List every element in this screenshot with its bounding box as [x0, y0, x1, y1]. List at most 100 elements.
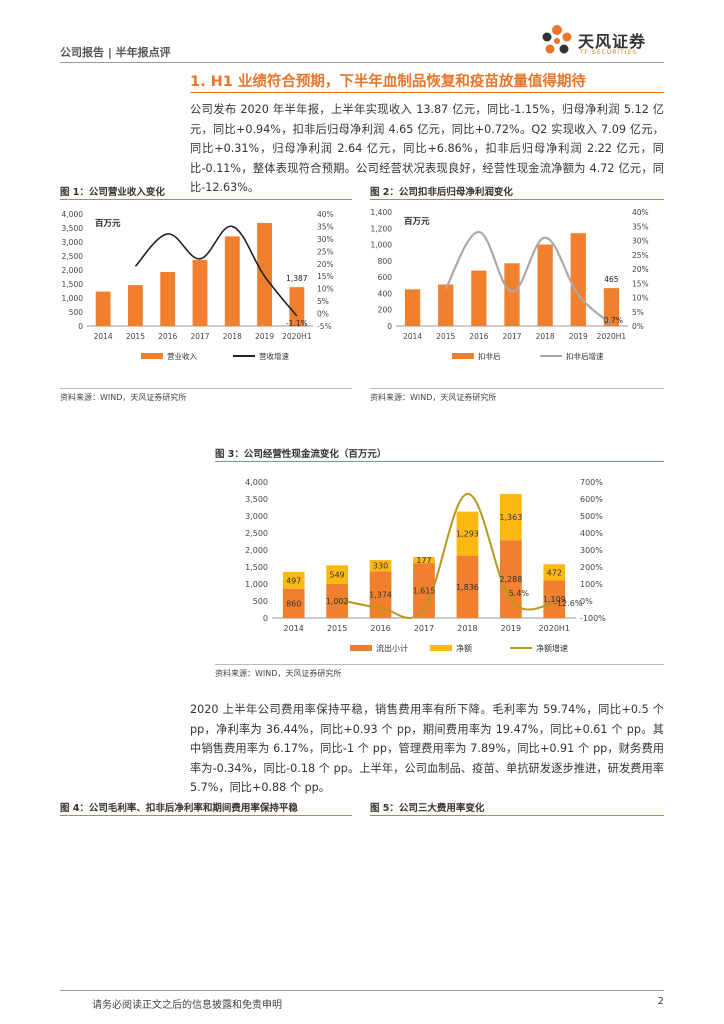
y2-tick-label: 25%	[317, 247, 334, 256]
summary-paragraph: 公司发布 2020 年半年报，上半年实现收入 13.87 亿元，同比-1.15%…	[190, 103, 664, 194]
legend-label: 净额	[456, 643, 472, 653]
y-tick-label: 0	[78, 322, 83, 331]
data-label: 5.4%	[509, 589, 530, 598]
x-tick-label: 2015	[436, 332, 455, 341]
figure1-source: 资料来源：WIND，天风证券研究所	[60, 393, 187, 402]
data-label: 1,615	[413, 587, 436, 596]
data-label: 1,293	[456, 530, 479, 539]
figure2-source-line	[370, 388, 664, 389]
figure5-caption-line	[370, 815, 664, 816]
y-tick-label: 200	[378, 306, 393, 315]
data-label: 860	[286, 599, 301, 608]
bar	[603, 288, 620, 326]
bar	[413, 557, 435, 564]
growth-line	[134, 225, 298, 317]
y-tick-label: 400	[378, 289, 393, 298]
data-label: 1,836	[456, 583, 479, 592]
data-label: -12.6%	[554, 599, 583, 608]
y2-tick-label: 30%	[317, 235, 334, 244]
legend-label: 营收增速	[259, 351, 289, 361]
y-tick-label: 1,200	[371, 224, 393, 233]
y2-tick-label: 30%	[632, 237, 649, 246]
x-tick-label: 2020H1	[597, 332, 627, 341]
x-tick-label: 2015	[126, 332, 145, 341]
figure3-source-line	[215, 664, 664, 665]
y-tick-label: 2,000	[62, 266, 84, 275]
data-label: 330	[373, 562, 388, 571]
page-number: 2	[657, 996, 664, 1007]
figure3-caption: 图 3：公司经营性现金流变化（百万元）	[215, 449, 387, 460]
y-tick-label: 1,000	[371, 241, 393, 250]
bar	[326, 565, 348, 584]
growth-line	[336, 492, 555, 620]
data-label: -1.1%	[286, 319, 308, 328]
cashflow-chart: 0 500 1,000 1,500 2,000 2,500 3,000 3,500 4,000 -…	[245, 478, 606, 653]
bar	[128, 285, 143, 326]
y-tick-label: 500	[253, 597, 268, 606]
x-tick-label: 2019	[255, 332, 274, 341]
y2-tick-label: 35%	[317, 222, 334, 231]
x-tick-label: 2016	[370, 624, 390, 633]
data-label: 2,288	[499, 575, 522, 584]
figure1-caption-line	[60, 199, 352, 200]
data-label: 1,002	[326, 597, 349, 606]
data-label: 177	[416, 556, 431, 565]
bar	[289, 287, 305, 326]
bar	[95, 291, 111, 326]
bar	[471, 270, 487, 326]
y-tick-label: 1,000	[245, 580, 268, 589]
legend-label: 营业收入	[167, 351, 197, 361]
bar	[282, 571, 305, 589]
y-tick-label: 4,000	[62, 210, 84, 219]
y2-tick-label: 40%	[632, 208, 649, 217]
y-tick-label: 600	[378, 273, 393, 282]
figure3-source: 资料来源：WIND，天风证券研究所	[215, 669, 342, 678]
legend-bar-swatch	[452, 353, 474, 359]
figure4-caption: 图 4：公司毛利率、扣非后净利率和期间费用率保持平稳	[60, 803, 298, 814]
y2-tick-label: 15%	[632, 279, 649, 288]
legend-bar-swatch	[141, 353, 163, 359]
y2-tick-label: 300%	[580, 546, 603, 555]
y2-tick-label: 5%	[317, 297, 329, 306]
data-label: 1,374	[369, 591, 392, 600]
x-tick-label: 2020H1	[282, 332, 312, 341]
report-header-label: 公司报告 | 半年报点评	[60, 46, 171, 59]
y2-tick-label: 35%	[632, 222, 649, 231]
net-profit-chart: 0 200 400 600 800 1,000 1,200 1,400 0% 5% 10% 15% 20…	[371, 208, 649, 361]
header-divider	[60, 62, 664, 63]
bar	[224, 236, 240, 326]
bar	[192, 259, 208, 326]
y-tick-label: 1,500	[62, 280, 84, 289]
x-tick-label: 2019	[569, 332, 588, 341]
y2-tick-label: 0%	[580, 597, 593, 606]
figure2-caption: 图 2：公司扣非后归母净利润变化	[370, 187, 513, 198]
y-tick-label: 2,500	[245, 529, 268, 538]
bar	[500, 493, 522, 541]
bar	[160, 271, 176, 326]
y2-tick-label: 0%	[317, 310, 329, 319]
bar	[369, 560, 392, 572]
x-tick-label: 2017	[190, 332, 209, 341]
y-tick-label: 1,400	[371, 208, 393, 217]
bar	[413, 563, 435, 618]
data-label: 472	[547, 568, 562, 577]
bar	[543, 580, 566, 618]
revenue-chart: 0 500 1,000 1,500 2,000 2,500 3,000 3,500 4,000 -…	[62, 210, 334, 361]
unit-label: 百万元	[404, 217, 430, 227]
figure1-caption: 图 1：公司营业收入变化	[60, 187, 165, 198]
x-tick-label: 2014	[94, 332, 113, 341]
section-title: 1. H1 业绩符合预期，下半年血制品恢复和疫苗放量值得期待	[190, 74, 586, 90]
y2-tick-label: 0%	[632, 322, 644, 331]
bar	[570, 233, 586, 326]
bar	[282, 588, 305, 618]
bar	[438, 284, 454, 326]
logo-subtext: TF SECURITIES	[580, 49, 638, 56]
y2-tick-label: -5%	[317, 322, 332, 331]
x-tick-label: 2017	[414, 624, 434, 633]
legend-label: 扣非后增速	[566, 351, 604, 361]
y-tick-label: 2,000	[245, 546, 268, 555]
y2-tick-label: 200%	[580, 563, 603, 572]
figure1-source-line	[60, 388, 352, 389]
footer-disclaimer: 请务必阅读正文之后的信息披露和免责申明	[92, 1000, 282, 1011]
bar	[537, 244, 553, 326]
